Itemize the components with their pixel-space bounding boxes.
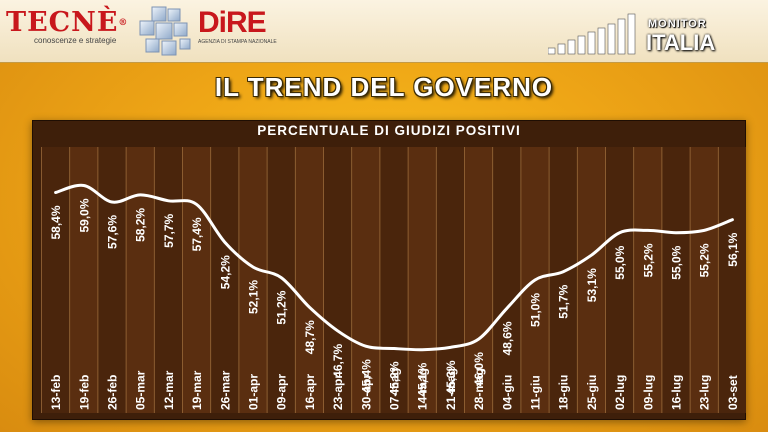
- tecne-tagline: conoscenze e strategie: [34, 36, 117, 45]
- x-tick-label: 09-lug: [641, 375, 655, 410]
- column-band: [267, 147, 296, 413]
- x-tick-label: 19-mar: [190, 370, 204, 410]
- cubes-icon: [139, 6, 191, 56]
- x-tick-label: 23-apr: [331, 374, 345, 410]
- data-label: 51,7%: [557, 284, 571, 318]
- x-tick-label: 05-mar: [134, 370, 148, 410]
- x-tick-label: 21-mag: [444, 368, 458, 410]
- x-tick-label: 01-apr: [247, 374, 261, 410]
- column-band: [549, 147, 578, 413]
- column-band: [492, 147, 521, 413]
- column-band: [182, 147, 211, 413]
- dire-logo-text: DiRE: [198, 6, 267, 39]
- x-tick-label: 16-apr: [303, 374, 317, 410]
- data-label: 55,2%: [641, 243, 655, 277]
- registered-mark: ®: [118, 18, 129, 28]
- dire-tagline: AGENZIA DI STAMPA NAZIONALE: [198, 39, 277, 45]
- column-band: [718, 147, 746, 413]
- header-bar: TECNÈ® conoscenze e strategie DiRE AGENZ…: [0, 0, 768, 63]
- data-label: 45,1%: [416, 362, 430, 396]
- data-label: 57,6%: [106, 215, 120, 249]
- trend-chart: 58,4% 59,0% 57,6% 58,2% 57,7% 57,4% 54,2% 52,1%…: [41, 147, 746, 413]
- data-label: 55,0%: [613, 245, 627, 279]
- tecne-logo: TECNÈ® conoscenze e strategie: [6, 7, 129, 46]
- column-band: [408, 147, 437, 413]
- data-label: 45,2%: [388, 361, 402, 395]
- data-label: 57,4%: [190, 217, 204, 251]
- x-tick-label: 14-mag: [416, 368, 430, 410]
- data-label: 54,2%: [218, 255, 232, 289]
- bars-icon: [548, 13, 636, 55]
- x-tick-label: 18-giu: [557, 375, 571, 410]
- column-band: [436, 147, 465, 413]
- data-label: 51,0%: [529, 293, 543, 327]
- x-tick-label: 04-giu: [500, 375, 514, 410]
- data-label: 55,2%: [698, 243, 712, 277]
- data-label: 45,4%: [359, 359, 373, 393]
- data-label: 48,7%: [303, 320, 317, 354]
- x-tick-label: 03-set: [726, 375, 740, 410]
- italia-label: ITALIA: [646, 30, 716, 55]
- x-tick-label: 26-feb: [106, 375, 120, 410]
- column-band: [41, 147, 70, 413]
- monitor-label: MONITOR: [648, 18, 707, 30]
- column-band: [661, 147, 691, 413]
- data-label: 51,2%: [275, 290, 289, 324]
- column-band: [464, 147, 493, 413]
- x-tick-label: 25-giu: [585, 375, 599, 410]
- data-label: 58,2%: [134, 208, 148, 242]
- column-band: [154, 147, 183, 413]
- column-band: [323, 147, 352, 413]
- x-tick-label: 19-feb: [77, 375, 91, 410]
- data-label: 57,7%: [162, 213, 176, 247]
- x-tick-label: 12-mar: [162, 370, 176, 410]
- data-label: 53,1%: [585, 268, 599, 302]
- column-band: [97, 147, 127, 413]
- column-band: [238, 147, 268, 413]
- data-label: 52,1%: [247, 280, 261, 314]
- x-tick-label: 09-apr: [275, 374, 289, 410]
- data-label: 48,6%: [500, 321, 514, 355]
- column-band: [126, 147, 155, 413]
- data-label: 45,3%: [444, 360, 458, 394]
- x-tick-label: 28-mag: [472, 368, 486, 410]
- data-label: 58,4%: [49, 205, 63, 239]
- x-tick-label: 26-mar: [218, 370, 232, 410]
- data-label: 56,1%: [726, 232, 740, 266]
- series-line: [54, 183, 734, 352]
- data-label: 55,0%: [670, 245, 684, 279]
- chart-title: PERCENTUALE DI GIUDIZI POSITIVI: [257, 123, 521, 138]
- column-band: [605, 147, 634, 413]
- column-band: [379, 147, 409, 413]
- data-label: 46,0%: [472, 352, 486, 386]
- column-band: [295, 147, 324, 413]
- x-tick-label: 07-mag: [388, 368, 402, 410]
- column-band: [577, 147, 606, 413]
- x-tick-label: 16-lug: [670, 375, 684, 410]
- column-band: [210, 147, 239, 413]
- x-tick-label: 23-lug: [698, 375, 712, 410]
- dire-logo: DiRE AGENZIA DI STAMPA NAZIONALE: [198, 6, 277, 46]
- x-tick-label: 02-lug: [613, 375, 627, 410]
- x-tick-label: 30-apr: [359, 374, 373, 410]
- data-label: 46,7%: [331, 343, 345, 377]
- column-band: [690, 147, 719, 413]
- x-tick-label: 13-feb: [49, 375, 63, 410]
- column-band: [633, 147, 662, 413]
- page-title: IL TREND DEL GOVERNO: [214, 72, 554, 102]
- x-tick-label: 11-giu: [529, 375, 543, 410]
- data-label: 59,0%: [77, 198, 91, 232]
- tecne-logo-text: TECNÈ: [6, 7, 119, 38]
- column-band: [351, 147, 380, 413]
